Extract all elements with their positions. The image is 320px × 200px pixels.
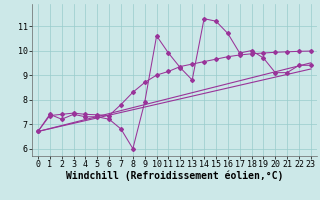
- X-axis label: Windchill (Refroidissement éolien,°C): Windchill (Refroidissement éolien,°C): [66, 171, 283, 181]
